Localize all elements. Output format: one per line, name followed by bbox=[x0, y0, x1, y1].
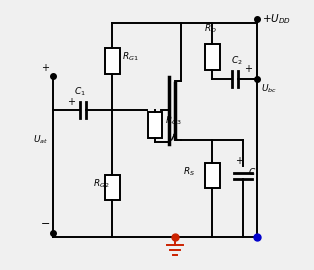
Bar bbox=[105, 48, 120, 74]
Text: $C_1$: $C_1$ bbox=[74, 86, 86, 98]
Text: $U_{bc}$: $U_{bc}$ bbox=[261, 82, 277, 95]
Bar bbox=[105, 175, 120, 200]
Text: +: + bbox=[67, 97, 75, 107]
Text: $R_S$: $R_S$ bbox=[182, 165, 195, 178]
Text: +: + bbox=[235, 156, 243, 166]
Text: $R_D$: $R_D$ bbox=[204, 22, 217, 35]
Text: $+U_{DD}$: $+U_{DD}$ bbox=[262, 12, 291, 26]
Bar bbox=[205, 44, 220, 70]
Text: $R_{G1}$: $R_{G1}$ bbox=[122, 50, 139, 63]
Text: −: − bbox=[41, 219, 50, 229]
Text: +: + bbox=[244, 64, 252, 74]
Text: $R_{G3}$: $R_{G3}$ bbox=[165, 115, 181, 127]
Bar bbox=[205, 163, 220, 188]
Text: $U_{at}$: $U_{at}$ bbox=[33, 134, 48, 146]
Text: $R_{G2}$: $R_{G2}$ bbox=[93, 177, 110, 190]
Bar bbox=[148, 112, 162, 138]
Text: $C_2$: $C_2$ bbox=[231, 54, 243, 67]
Text: $C$: $C$ bbox=[248, 166, 256, 177]
Text: +: + bbox=[41, 63, 49, 73]
